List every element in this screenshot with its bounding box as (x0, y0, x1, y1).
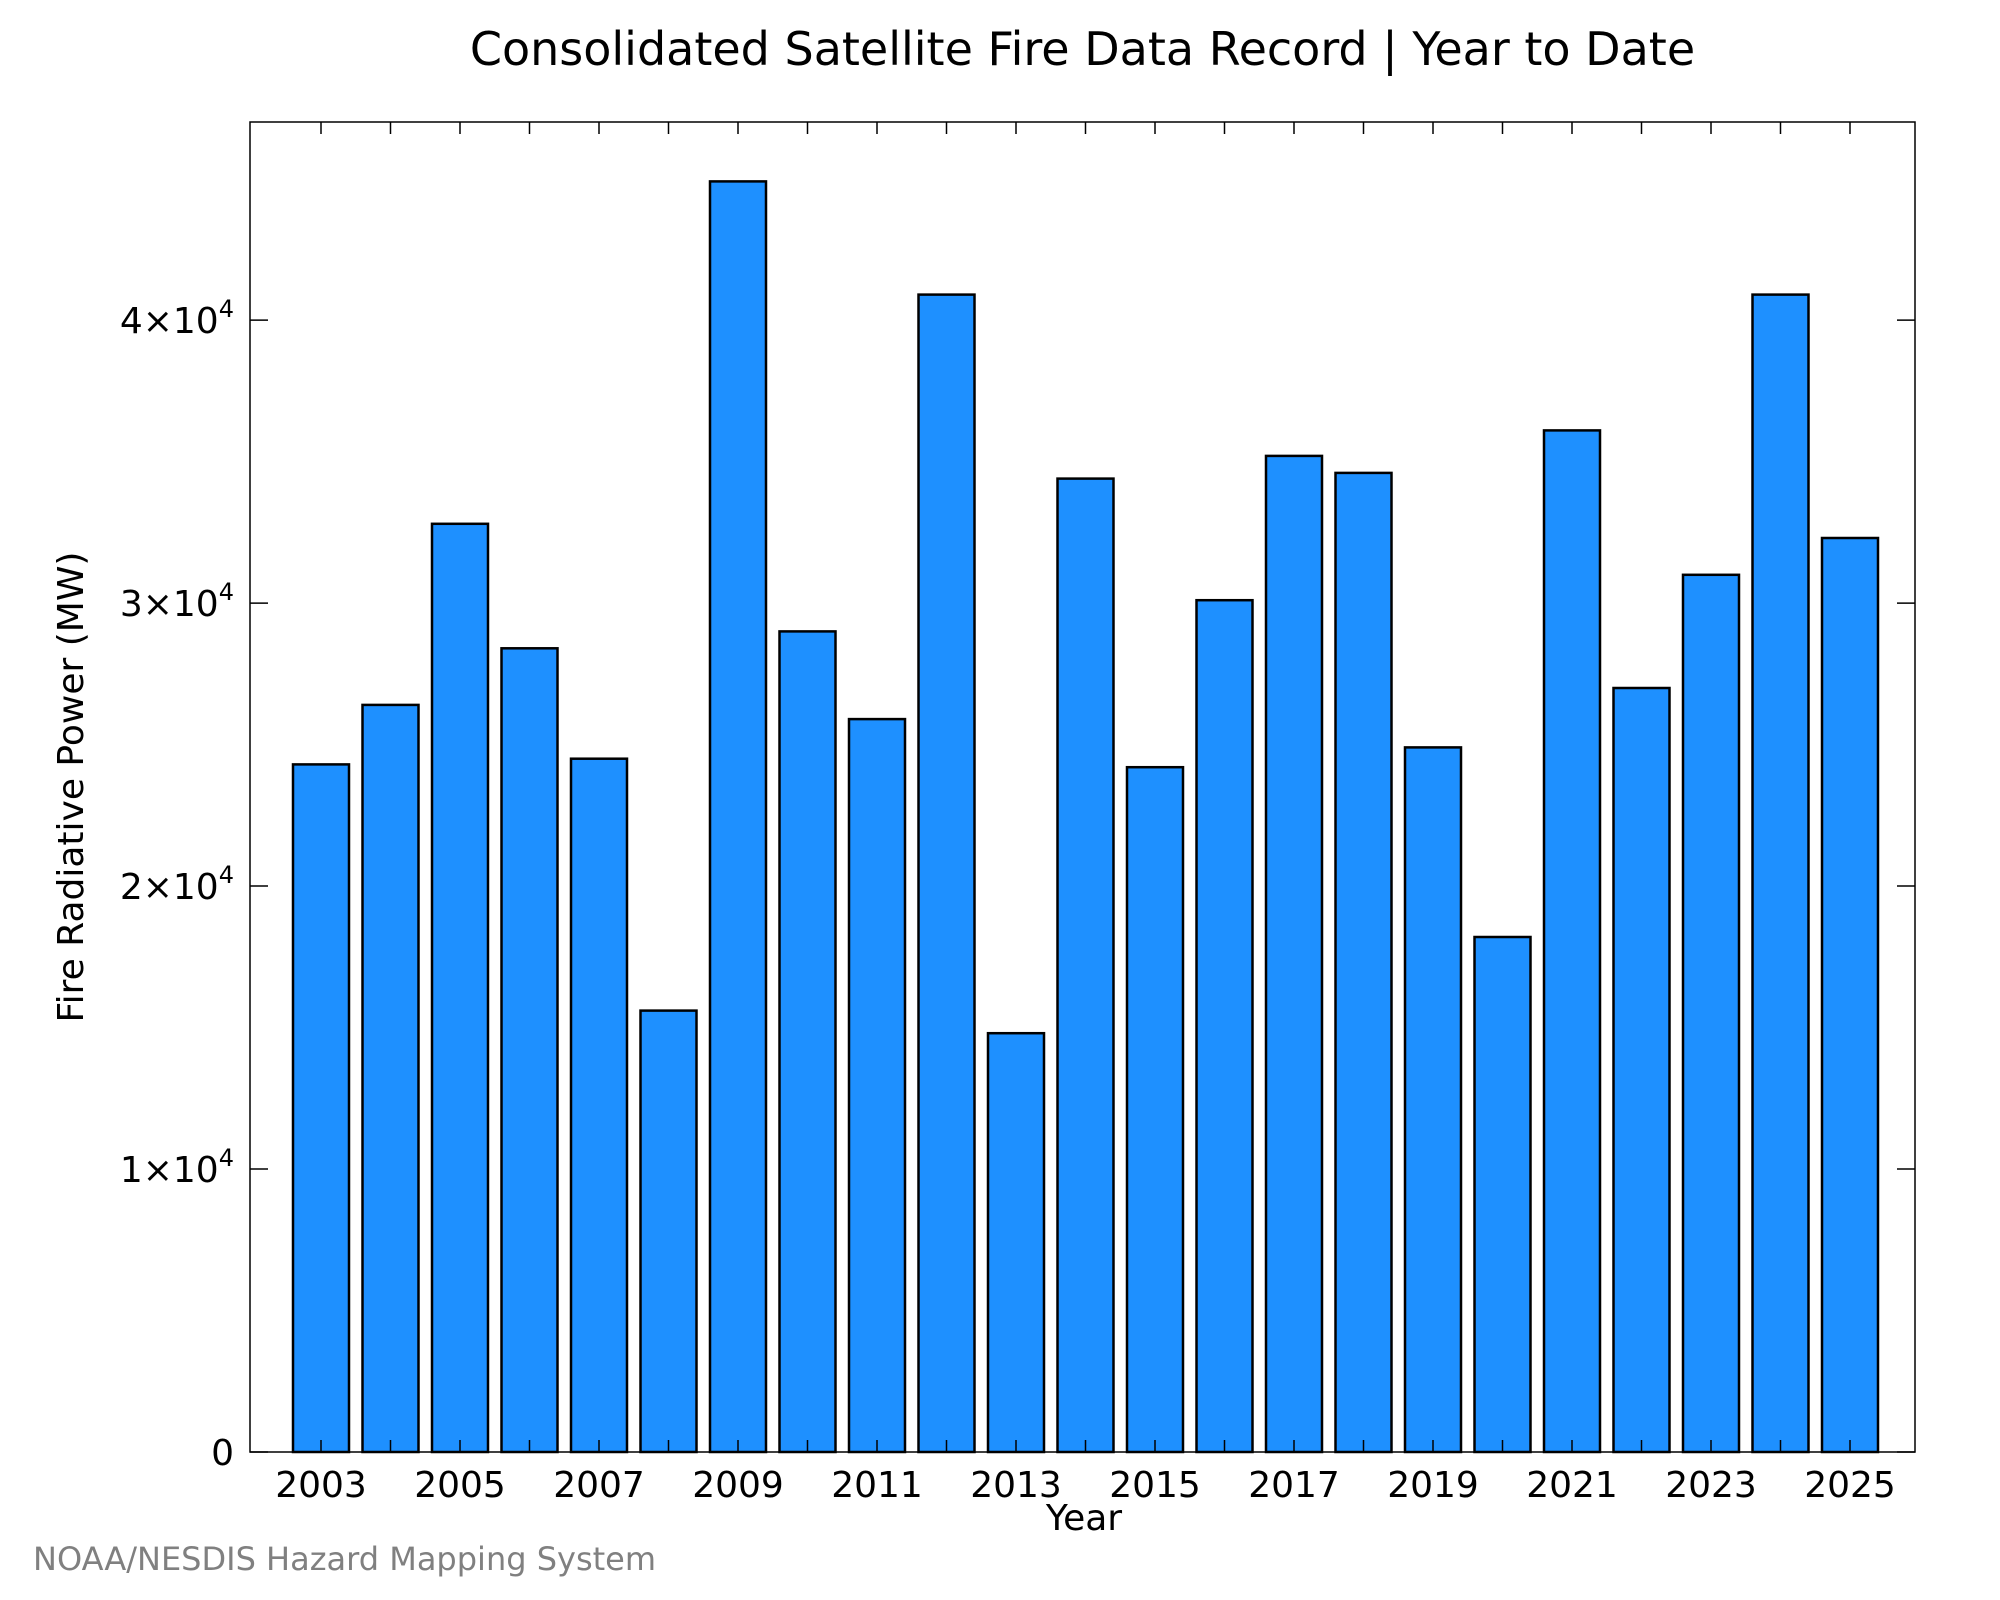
x-tick-label-2007: 2007 (553, 1465, 645, 1506)
bar-2023 (1681, 573, 1741, 1454)
x-tick-label-2005: 2005 (414, 1465, 506, 1506)
y-tick-label-40000: 4×104 (120, 295, 234, 342)
bar-2022 (1612, 686, 1671, 1454)
bar-2010 (778, 630, 837, 1454)
x-tick-label-2015: 2015 (1109, 1465, 1201, 1506)
y-tick-label-0: 0 (211, 1433, 234, 1474)
bar-2003 (291, 763, 351, 1454)
chart-title: Consolidated Satellite Fire Data Record … (469, 22, 1696, 76)
bar-2013 (986, 1031, 1046, 1454)
bar-2004 (361, 703, 420, 1454)
bar-2014 (1056, 477, 1115, 1454)
bar-2006 (500, 647, 559, 1454)
bar-2017 (1264, 454, 1324, 1454)
x-tick-label-2009: 2009 (692, 1465, 784, 1506)
x-tick-label-2003: 2003 (275, 1465, 367, 1506)
source-credit: NOAA/NESDIS Hazard Mapping System (33, 1540, 657, 1578)
x-tick-labels-group: 2003 2005 2007 2009 2011 2013 2015 2017 2019 2021… (275, 1465, 1896, 1506)
y-tick-label-30000: 3×104 (120, 578, 234, 625)
bar-2020 (1473, 935, 1532, 1454)
bar-2007 (569, 757, 629, 1454)
x-tick-label-2019: 2019 (1387, 1465, 1479, 1506)
bar-2015 (1125, 765, 1185, 1454)
x-axis-title: Year (1045, 1498, 1122, 1539)
bar-2019 (1403, 746, 1463, 1454)
bar-2011 (847, 717, 907, 1454)
y-tick-labels-group: 0 1×104 2×104 3×104 4×104 (120, 295, 234, 1474)
x-tick-label-2021: 2021 (1526, 1465, 1618, 1506)
bar-2008 (639, 1009, 698, 1454)
x-tick-label-2017: 2017 (1248, 1465, 1340, 1506)
bar-2025 (1820, 536, 1880, 1454)
bar-2021 (1542, 429, 1602, 1454)
bar-2005 (430, 522, 490, 1454)
x-tick-label-2011: 2011 (831, 1465, 923, 1506)
x-tick-label-2023: 2023 (1665, 1465, 1757, 1506)
x-tick-label-2025: 2025 (1804, 1465, 1896, 1506)
y-tick-label-20000: 2×104 (120, 861, 234, 908)
y-tick-label-10000: 1×104 (120, 1144, 234, 1191)
x-tick-label-2013: 2013 (970, 1465, 1062, 1506)
bar-2024 (1751, 293, 1810, 1454)
y-axis-title: Fire Radiative Power (MW) (51, 552, 92, 1023)
plot-frame (249, 121, 1916, 1453)
bars-group (291, 180, 1880, 1454)
bar-2012 (917, 293, 976, 1454)
bar-2018 (1334, 471, 1393, 1454)
bar-2009 (708, 180, 768, 1454)
bar-2016 (1195, 598, 1254, 1454)
